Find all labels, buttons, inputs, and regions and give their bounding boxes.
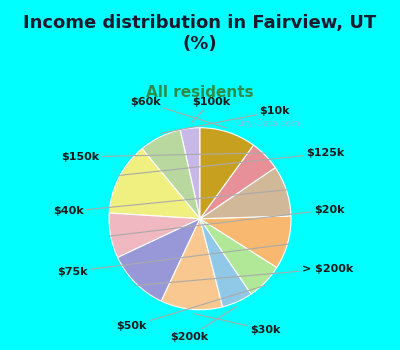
Wedge shape bbox=[200, 128, 254, 219]
Text: All residents: All residents bbox=[146, 85, 254, 100]
Text: $50k: $50k bbox=[116, 285, 265, 331]
Text: $60k: $60k bbox=[130, 97, 227, 128]
Wedge shape bbox=[180, 128, 200, 219]
Text: $200k: $200k bbox=[170, 307, 237, 342]
Wedge shape bbox=[161, 219, 223, 310]
Text: $100k: $100k bbox=[192, 97, 230, 122]
Text: $125k: $125k bbox=[118, 148, 345, 175]
Wedge shape bbox=[118, 219, 200, 301]
Text: City-Data.com: City-Data.com bbox=[236, 119, 300, 128]
Wedge shape bbox=[109, 149, 200, 219]
Text: $10k: $10k bbox=[161, 106, 290, 133]
Wedge shape bbox=[200, 219, 277, 294]
Wedge shape bbox=[200, 216, 291, 267]
Wedge shape bbox=[200, 145, 275, 219]
Text: > $200k: > $200k bbox=[136, 264, 353, 286]
Wedge shape bbox=[109, 213, 200, 258]
Text: $20k: $20k bbox=[110, 205, 344, 236]
Text: $75k: $75k bbox=[57, 244, 288, 276]
Text: $30k: $30k bbox=[194, 314, 281, 335]
Text: Income distribution in Fairview, UT
(%): Income distribution in Fairview, UT (%) bbox=[23, 14, 377, 53]
Wedge shape bbox=[200, 219, 251, 307]
Wedge shape bbox=[200, 168, 291, 219]
Wedge shape bbox=[142, 130, 200, 219]
Text: $40k: $40k bbox=[53, 190, 287, 216]
Text: $150k: $150k bbox=[61, 152, 265, 162]
